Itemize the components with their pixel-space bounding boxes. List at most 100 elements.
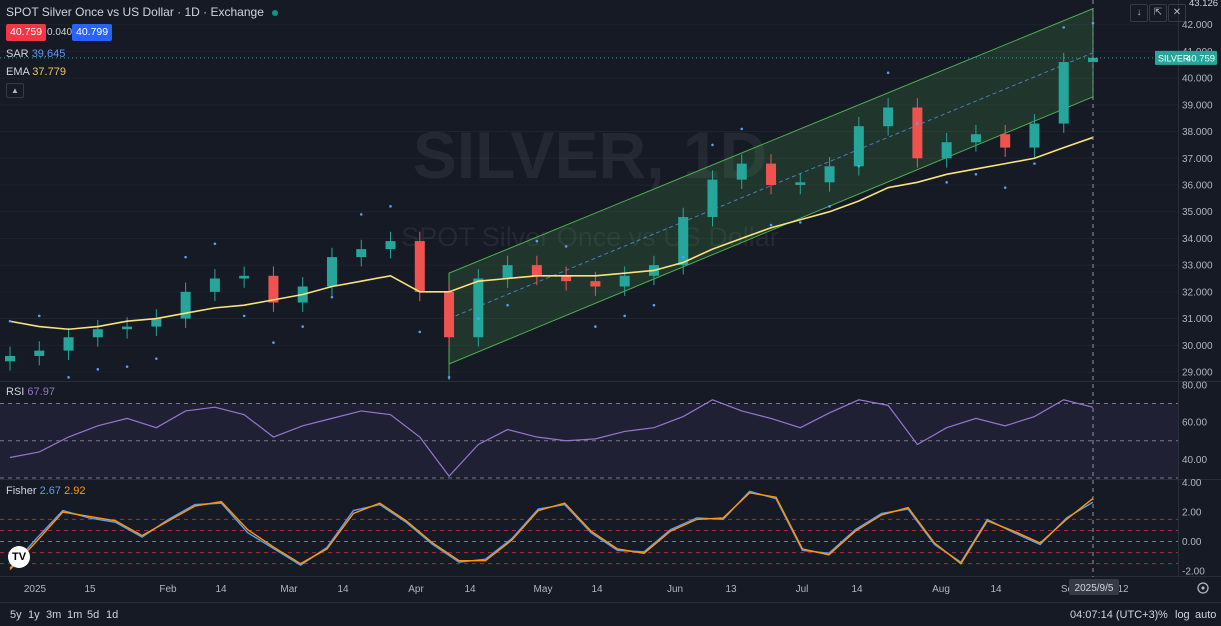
price-tick-label: 37.000 (1182, 154, 1213, 165)
time-tick-label: Jun (667, 584, 683, 595)
price-tick-label: 35.000 (1182, 207, 1213, 218)
candle (941, 142, 952, 159)
candle (1029, 123, 1040, 148)
candle (912, 107, 923, 159)
fullscreen-icon[interactable]: ⇱ (1149, 4, 1167, 22)
fisher-tick-label: -2.00 (1182, 567, 1205, 578)
time-tick-label: 12 (1117, 584, 1129, 595)
sar-dot (828, 205, 831, 208)
sar-dot (594, 325, 597, 328)
price-tick-label: 38.000 (1182, 127, 1213, 138)
ema-legend[interactable]: EMA 37.779 (6, 66, 66, 78)
price-tick-label: 34.000 (1182, 234, 1213, 245)
candle (883, 107, 894, 127)
rsi-tick-label: 40.00 (1182, 455, 1207, 466)
fisher-value-b: 2.92 (64, 485, 86, 497)
log-scale-toggle[interactable]: log (1175, 609, 1190, 621)
sar-dot (623, 314, 626, 318)
candle (5, 355, 15, 362)
candle (561, 275, 572, 282)
candle (414, 241, 425, 292)
buy-price-box[interactable]: 40.799 (72, 24, 113, 41)
sell-price-box[interactable]: 40.759 (6, 24, 47, 41)
range-5d-button[interactable]: 5d (87, 609, 100, 621)
arrow-down-icon[interactable]: ↓ (1130, 4, 1148, 22)
fisher-value-a: 2.67 (39, 485, 62, 497)
sar-dot (447, 376, 451, 379)
price-tick-label: 31.000 (1182, 314, 1213, 325)
candle (239, 275, 250, 279)
sar-legend[interactable]: SAR 39.645 (6, 48, 65, 60)
sar-dot (272, 341, 275, 344)
candle (970, 134, 981, 143)
time-tick-label: Aug (932, 584, 950, 595)
rsi-value: 67.97 (27, 386, 55, 398)
sar-dot (506, 303, 509, 307)
sar-dot (769, 223, 773, 227)
sar-dot (477, 317, 480, 320)
sar-dot (301, 325, 305, 328)
sar-name: SAR (6, 48, 29, 60)
sar-dot (1033, 162, 1036, 165)
rsi-line (9, 399, 1094, 478)
candle (824, 166, 835, 183)
time-tick-label: 2025 (24, 584, 47, 595)
candle (385, 241, 396, 250)
range-3m-button[interactable]: 3m (46, 609, 62, 621)
candle (34, 350, 45, 356)
sar-dot (242, 314, 246, 318)
time-tick-label: May (534, 584, 553, 595)
rsi-name: RSI (6, 386, 25, 398)
sar-dot (886, 71, 890, 75)
sar-dot (945, 181, 948, 184)
top-axis-value: 43.126 (1189, 0, 1218, 9)
price-tick-label: 40.000 (1182, 74, 1213, 85)
candle (444, 291, 455, 338)
fisher-legend[interactable]: Fisher 2.67 2.92 (6, 485, 86, 497)
price-tick-label: 33.000 (1182, 261, 1213, 272)
sar-dot (857, 164, 861, 168)
sar-dot (798, 221, 802, 224)
tradingview-logo-icon[interactable]: TV (8, 546, 30, 568)
ema-name: EMA (6, 66, 30, 78)
sar-dot (564, 245, 568, 248)
price-tick-label: 42.000 (1182, 20, 1213, 31)
rsi-legend[interactable]: RSI 67.97 (6, 386, 55, 398)
time-tick-label: Jul (796, 584, 809, 595)
time-tick-label: Mar (280, 584, 298, 595)
auto-scale-toggle[interactable]: auto (1195, 609, 1217, 621)
sar-dot (652, 303, 656, 307)
time-tick-label: 13 (725, 584, 737, 595)
time-tick-label: Se (1061, 584, 1074, 595)
collapse-legend-chevron-icon[interactable]: ▲ (6, 83, 24, 98)
fisher-tick-label: 0.00 (1182, 537, 1202, 548)
price-tag-value: 40.759 (1186, 53, 1215, 64)
candle (209, 278, 220, 292)
close-pane-icon[interactable]: ✕ (1168, 4, 1186, 22)
sar-dot (359, 213, 363, 216)
candle (590, 281, 601, 287)
price-tick-label: 39.000 (1182, 100, 1213, 111)
candle (502, 265, 513, 279)
candle (1000, 134, 1011, 148)
sar-dot (916, 122, 919, 125)
time-tick-label: 14 (591, 584, 603, 595)
range-1m-button[interactable]: 1m (67, 609, 83, 621)
symbol-title[interactable]: SPOT Silver Once vs US Dollar · 1D · Exc… (6, 5, 278, 19)
sar-dot (740, 127, 744, 131)
clock-readout: 04:07:14 (UTC+3) (1070, 609, 1159, 621)
settings-gear-icon[interactable] (1197, 582, 1209, 594)
range-1d-button[interactable]: 1d (106, 609, 119, 621)
candle (63, 337, 74, 351)
sar-dot (125, 365, 129, 368)
cursor-date-box (1069, 579, 1119, 595)
range-5y-button[interactable]: 5y (10, 609, 22, 621)
percent-scale-toggle[interactable]: % (1158, 609, 1168, 621)
fisher-line (9, 490, 1094, 569)
sar-dot (681, 255, 685, 259)
sar-dot (711, 143, 714, 147)
range-1y-button[interactable]: 1y (28, 609, 40, 621)
chart-canvas[interactable]: 42.00041.00040.00039.00038.00037.00036.0… (0, 0, 1221, 602)
time-tick-label: 14 (990, 584, 1002, 595)
time-tick-label: 14 (851, 584, 863, 595)
